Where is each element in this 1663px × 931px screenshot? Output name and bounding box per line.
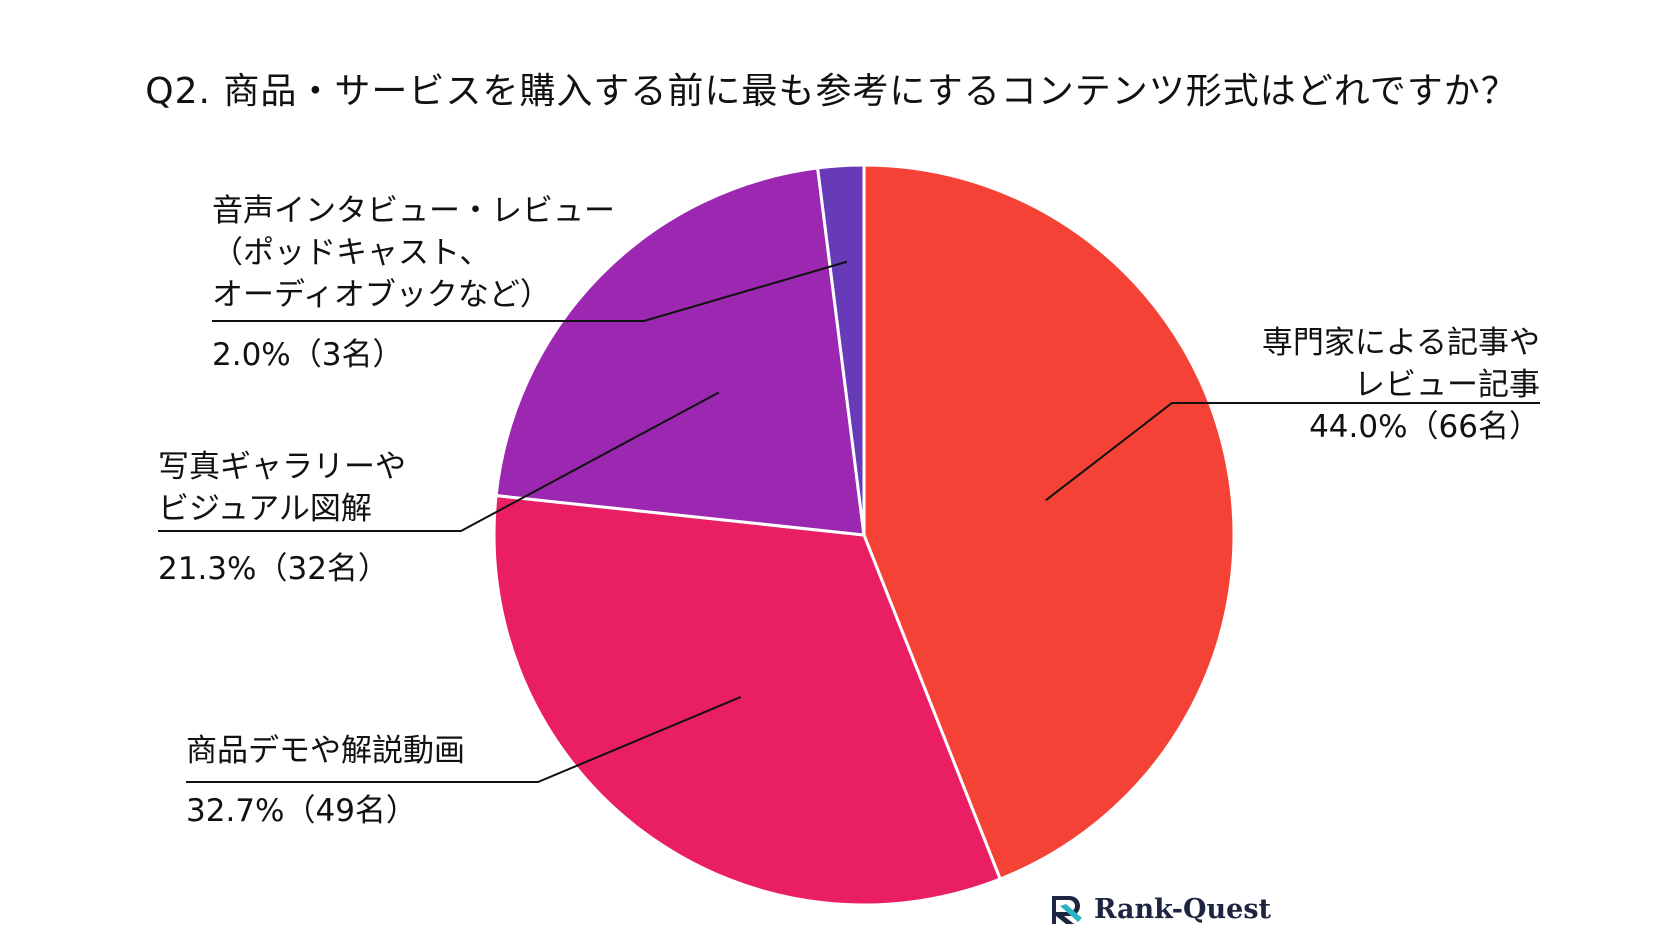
leader-line xyxy=(212,260,848,322)
slice-label-line: 商品デモや解説動画 xyxy=(186,733,465,769)
slice-label-demo-videos: 商品デモや解説動画 32.7%（49名） xyxy=(186,730,465,832)
brand-logo: Rank-Quest xyxy=(1048,892,1271,926)
slice-label-line: レビュー記事 xyxy=(1354,367,1540,403)
slice-value-label: 44.0%（66名） xyxy=(1309,409,1540,445)
slice-label-line: 音声インタビュー・レビュー xyxy=(212,193,615,229)
leader-lines xyxy=(158,260,1540,783)
slice-label-line: 専門家による記事や xyxy=(1261,325,1540,361)
chart-title: Q2. 商品・サービスを購入する前に最も参考にするコンテンツ形式はどれですか？ xyxy=(145,71,1518,112)
slice-value-label: 21.3%（32名） xyxy=(158,551,389,587)
slice-label-photo-gallery: 写真ギャラリーや ビジュアル図解 21.3%（32名） xyxy=(158,446,406,590)
slice-label-line: 写真ギャラリーや xyxy=(158,449,406,485)
slice-audio-reviews xyxy=(815,163,866,536)
slice-photo-gallery xyxy=(494,166,866,537)
leader-line xyxy=(1045,402,1540,502)
logo-text: Rank-Quest xyxy=(1094,893,1272,925)
rank-quest-logo-icon xyxy=(1052,896,1082,924)
slice-label-audio-reviews: 音声インタビュー・レビュー （ポッドキャスト、 オーディオブックなど） 2.0%… xyxy=(212,190,615,376)
slice-demo-videos xyxy=(492,493,1003,907)
slice-label-line: （ポッドキャスト、 xyxy=(212,235,491,271)
slice-value-label: 2.0%（3名） xyxy=(212,337,404,373)
slice-label-line: オーディオブックなど） xyxy=(212,277,551,313)
slice-expert-articles xyxy=(862,163,1236,881)
pie-slices xyxy=(492,163,1236,907)
slice-label-line: ビジュアル図解 xyxy=(158,491,372,527)
leader-line xyxy=(186,696,742,783)
leader-line xyxy=(158,391,720,532)
slice-label-expert-articles: 専門家による記事や レビュー記事 44.0%（66名） xyxy=(1262,322,1540,448)
slice-value-label: 32.7%（49名） xyxy=(186,793,417,829)
